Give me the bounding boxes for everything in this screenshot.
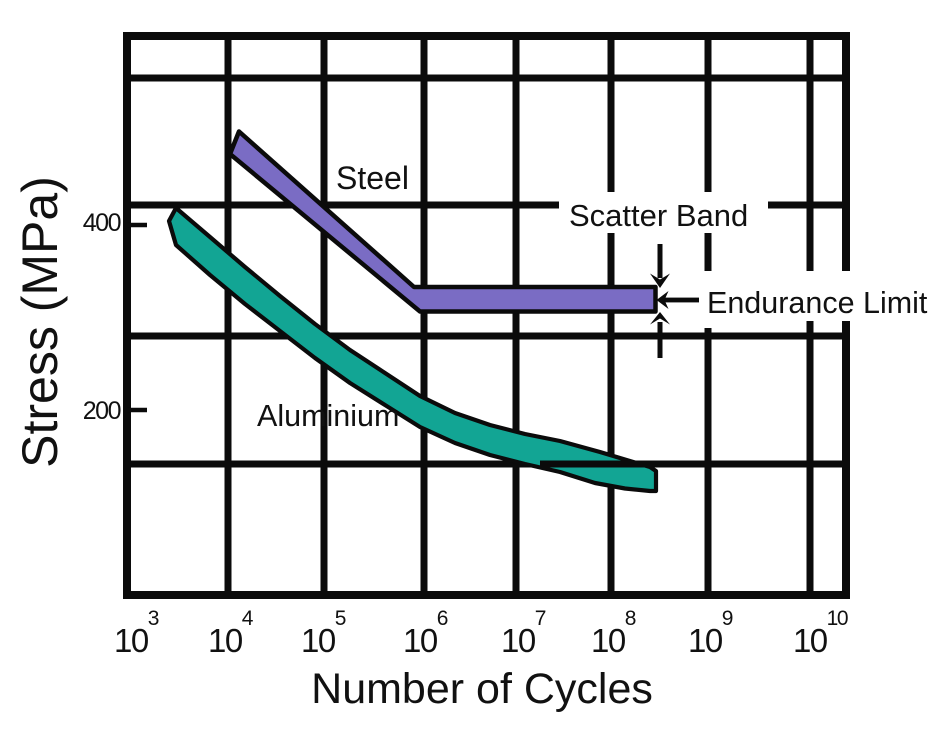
svg-text:Scatter Band: Scatter Band <box>569 198 748 233</box>
svg-text:400: 400 <box>83 209 121 237</box>
svg-text:Number of Cycles: Number of Cycles <box>311 665 653 713</box>
svg-text:200: 200 <box>83 397 121 425</box>
svg-text:Stress (MPa): Stress (MPa) <box>12 176 68 468</box>
svg-text:Steel: Steel <box>336 160 409 196</box>
svg-text:Endurance Limit: Endurance Limit <box>707 286 928 320</box>
svg-text:Aluminium: Aluminium <box>257 399 399 433</box>
